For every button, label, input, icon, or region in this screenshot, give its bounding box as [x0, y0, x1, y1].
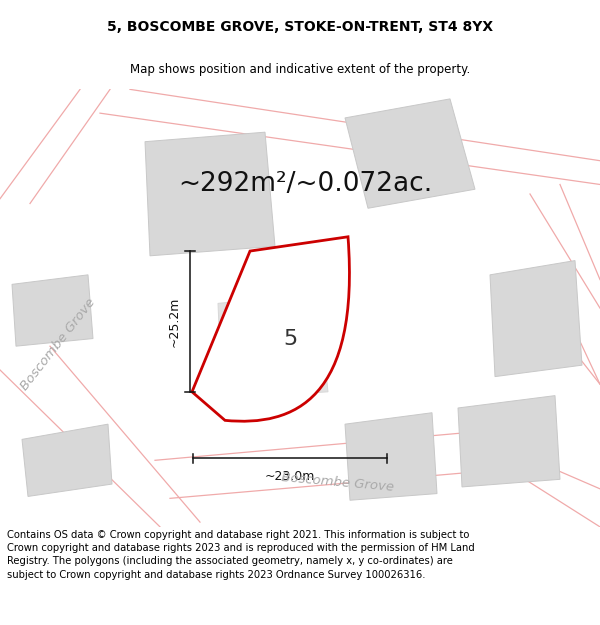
Polygon shape [22, 424, 112, 496]
Polygon shape [145, 132, 275, 256]
Text: Boscombe Grove: Boscombe Grove [281, 471, 395, 494]
Text: ~25.2m: ~25.2m [167, 296, 181, 347]
Text: 5: 5 [283, 329, 297, 349]
Text: Map shows position and indicative extent of the property.: Map shows position and indicative extent… [130, 63, 470, 76]
Polygon shape [218, 294, 328, 399]
Polygon shape [345, 99, 475, 208]
Polygon shape [12, 275, 93, 346]
Text: Boscombe Grove: Boscombe Grove [18, 296, 98, 392]
Text: ~23.0m: ~23.0m [265, 470, 315, 483]
Polygon shape [458, 396, 560, 487]
Polygon shape [345, 412, 437, 500]
Text: Contains OS data © Crown copyright and database right 2021. This information is : Contains OS data © Crown copyright and d… [7, 530, 475, 579]
Text: 5, BOSCOMBE GROVE, STOKE-ON-TRENT, ST4 8YX: 5, BOSCOMBE GROVE, STOKE-ON-TRENT, ST4 8… [107, 20, 493, 34]
Polygon shape [490, 261, 582, 377]
Text: ~292m²/~0.072ac.: ~292m²/~0.072ac. [178, 171, 432, 198]
PathPatch shape [192, 237, 349, 421]
